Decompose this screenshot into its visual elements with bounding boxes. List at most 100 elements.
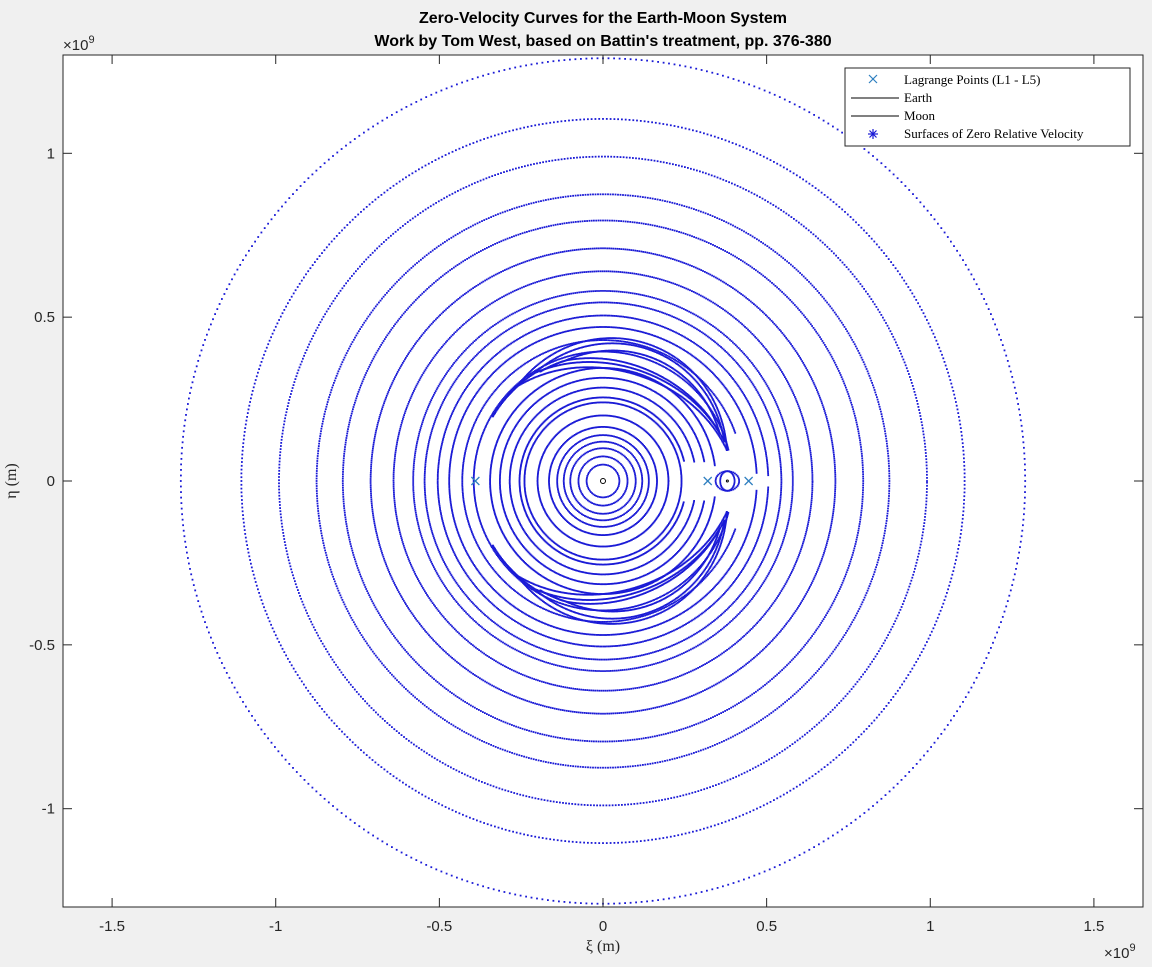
curve-point: [608, 247, 610, 250]
curve-point: [515, 234, 517, 237]
curve-point: [659, 310, 661, 313]
curve-point: [612, 290, 614, 293]
curve-point: [873, 389, 876, 391]
curve-point: [662, 660, 665, 662]
curve-point: [524, 467, 527, 470]
curve-point: [593, 545, 596, 547]
curve-point: [781, 332, 784, 334]
curve-point: [784, 665, 787, 668]
curve-point: [602, 689, 605, 692]
curve-point: [536, 474, 539, 477]
curve-point: [568, 551, 571, 554]
curve-point: [725, 221, 728, 224]
curve-point: [371, 506, 373, 509]
curve-point: [543, 299, 546, 302]
curve-point: [521, 639, 523, 641]
curve-point: [411, 302, 414, 305]
curve-point: [400, 363, 403, 366]
curve-point: [426, 551, 429, 554]
curve-point: [818, 292, 820, 294]
curve-point: [577, 657, 580, 659]
curve-point: [607, 658, 610, 661]
curve-point: [616, 247, 619, 250]
curve-point: [770, 605, 773, 607]
curve-point: [577, 271, 580, 274]
curve-point: [426, 327, 429, 330]
curve-point: [639, 305, 641, 308]
curve-point: [564, 293, 567, 296]
curve-point: [656, 482, 658, 485]
curve-point: [496, 299, 498, 302]
curve-point: [379, 414, 382, 416]
curve-point: [726, 709, 728, 711]
curve-point: [564, 426, 567, 429]
curve-point: [469, 344, 472, 347]
curve-point: [680, 485, 683, 488]
curve-point: [796, 557, 799, 560]
curve-point: [603, 512, 606, 515]
curve-point: [455, 359, 458, 361]
curve-point: [667, 227, 669, 230]
curve-point: [557, 527, 560, 530]
curve-point: [799, 272, 801, 274]
curve-point: [512, 312, 515, 315]
curve-point: [399, 644, 402, 646]
curve-point: [453, 578, 456, 581]
curve-point: [760, 617, 762, 620]
curve-point: [743, 261, 746, 264]
curve-point: [601, 504, 603, 507]
curve-point: [664, 528, 666, 531]
curve-point: [789, 450, 792, 453]
curve-point: [776, 673, 778, 676]
curve-point: [537, 473, 539, 475]
curve-point: [474, 313, 477, 316]
curve-point: [412, 464, 415, 466]
curve-point: [633, 304, 636, 307]
curve-point: [723, 281, 726, 284]
curve-point: [636, 424, 638, 426]
curve-point: [346, 430, 349, 433]
curve-point: [630, 406, 632, 409]
curve-point: [420, 335, 423, 338]
curve-point: [583, 302, 586, 305]
curve-point: [634, 502, 637, 505]
curve-point: [359, 386, 361, 389]
curve-point: [862, 477, 865, 480]
curve-point: [843, 577, 846, 580]
curve-point: [606, 534, 609, 536]
curve-point: [646, 545, 648, 548]
curve-point: [630, 249, 633, 251]
curve-point: [542, 531, 545, 534]
curve-point: [782, 626, 785, 629]
curve-point: [712, 325, 714, 327]
curve-point: [418, 432, 420, 435]
curve-point: [524, 493, 527, 496]
curve-point: [604, 414, 607, 417]
curve-point: [557, 415, 559, 418]
curve-point: [565, 507, 567, 509]
curve-point: [399, 316, 402, 318]
curve-point: [591, 435, 593, 438]
curve-point: [708, 322, 711, 325]
curve-point: [391, 633, 394, 635]
curve-point: [377, 421, 379, 424]
curve-point: [692, 694, 695, 697]
curve-point: [592, 689, 594, 692]
curve-point: [587, 557, 589, 560]
curve-point: [414, 386, 417, 389]
curve-point: [716, 328, 719, 331]
curve-point: [704, 663, 707, 665]
curve-point: [732, 287, 734, 289]
curve-point: [415, 515, 418, 518]
curve-point: [610, 290, 612, 292]
curve-point: [688, 323, 690, 326]
curve-point: [444, 397, 446, 400]
curve-point: [647, 472, 649, 474]
curve-point: [806, 279, 809, 281]
curve-point: [621, 669, 624, 671]
curve-point: [629, 526, 631, 529]
curve-point: [383, 402, 385, 405]
curve-point: [657, 662, 659, 664]
curve-point: [628, 303, 630, 306]
curve-point: [751, 658, 754, 661]
